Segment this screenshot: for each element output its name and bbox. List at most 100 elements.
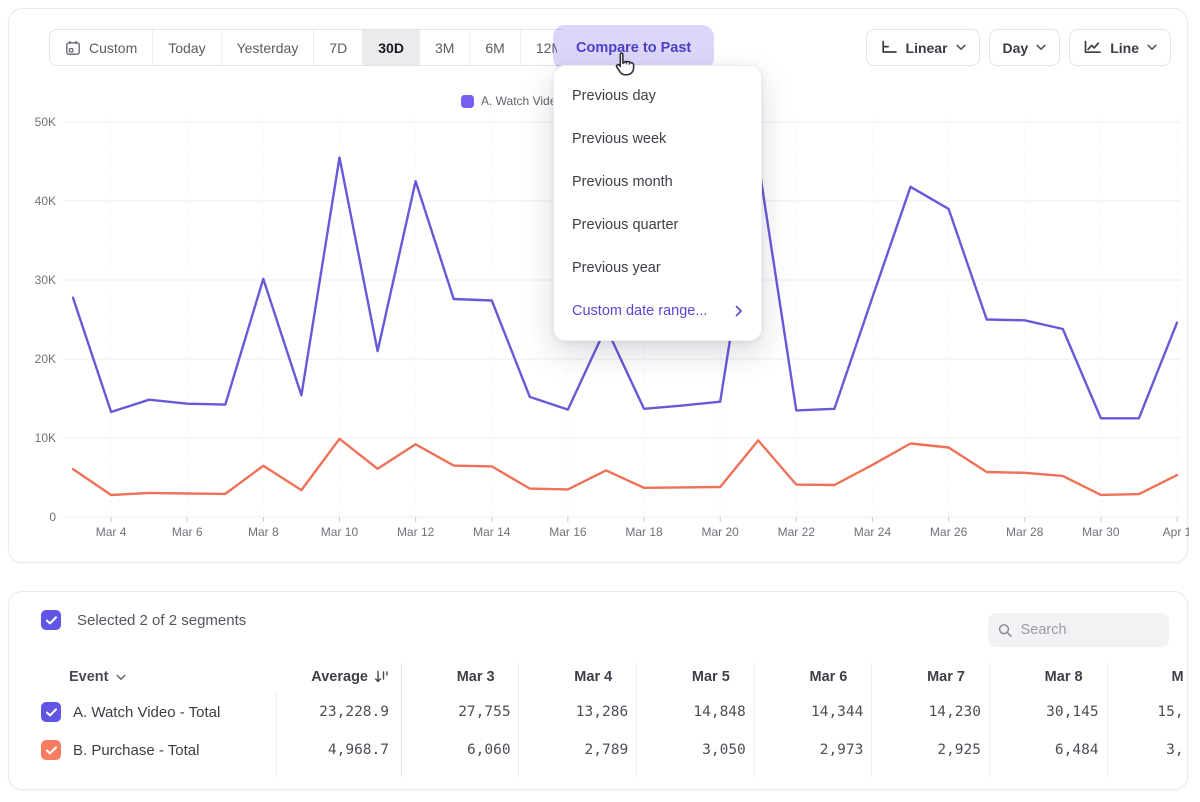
menu-item-previous-quarter[interactable]: Previous quarter [554, 203, 761, 246]
preset-7d-label: 7D [329, 40, 347, 56]
segments-header: Selected 2 of 2 segments [9, 610, 1187, 650]
preset-6m-label: 6M [485, 40, 504, 56]
date-header: Mar 7 [871, 669, 989, 685]
x-axis-label: Mar 30 [1082, 525, 1120, 539]
preset-30d-label: 30D [378, 40, 404, 56]
x-axis-label: Apr 1 [1163, 525, 1189, 539]
preset-7d[interactable]: 7D [313, 30, 362, 65]
column-divider [989, 663, 990, 777]
chart-toolbar: Custom Today Yesterday 7D 30D 3M 6M 12M … [9, 29, 1187, 66]
x-axis-label: Mar 6 [172, 525, 203, 539]
date-header: Mar 5 [636, 669, 754, 685]
compare-to-past-button[interactable]: Compare to Past [557, 29, 710, 66]
search-box[interactable] [988, 613, 1169, 647]
x-axis-label: Mar 10 [321, 525, 359, 539]
x-axis-label: Mar 22 [778, 525, 816, 539]
x-axis-label: Mar 18 [625, 525, 663, 539]
x-axis-label: Mar 12 [397, 525, 435, 539]
event-header-label: Event [69, 669, 109, 685]
sort-descending-icon [374, 670, 389, 684]
chart-type-dropdown[interactable]: Line [1069, 29, 1171, 66]
preset-6m[interactable]: 6M [469, 30, 519, 65]
chart-type-dropdown-label: Line [1110, 40, 1139, 56]
average-value: 4,968.7 [276, 742, 401, 758]
event-header[interactable]: Event [9, 669, 276, 685]
y-axis-label: 20K [35, 352, 56, 366]
row-checkbox[interactable] [41, 740, 61, 760]
compare-to-past-menu: Previous day Previous week Previous mont… [553, 65, 762, 341]
column-divider [401, 663, 402, 777]
preset-today-label: Today [168, 40, 205, 56]
row-checkbox[interactable] [41, 702, 61, 722]
cell-value-clipped: 15, [1107, 704, 1184, 720]
interval-dropdown-label: Day [1003, 40, 1029, 56]
cell-value: 30,145 [989, 704, 1107, 720]
chevron-down-icon [116, 674, 126, 681]
row-label: B. Purchase - Total [73, 742, 199, 759]
search-icon [998, 622, 1013, 639]
check-icon [45, 745, 58, 756]
date-header: Mar 6 [754, 669, 872, 685]
menu-item-previous-month[interactable]: Previous month [554, 160, 761, 203]
table-header-row: Event Average Mar 3 Mar 4 Mar 5 Mar 6 Ma… [9, 661, 1187, 693]
cell-value: 14,230 [871, 704, 989, 720]
date-header: Mar 8 [989, 669, 1107, 685]
preset-custom[interactable]: Custom [50, 30, 152, 65]
average-header[interactable]: Average [276, 669, 401, 685]
series-b-line [73, 439, 1177, 495]
cell-value: 13,286 [519, 704, 637, 720]
x-axis-label: Mar 24 [854, 525, 892, 539]
toolbar-right-group: Linear Day Line [866, 29, 1171, 66]
cell-value: 6,060 [401, 742, 519, 758]
column-divider [754, 663, 755, 777]
preset-today[interactable]: Today [152, 30, 220, 65]
check-icon [45, 615, 58, 626]
custom-date-range-label: Custom date range... [572, 303, 707, 319]
x-axis-label: Mar 14 [473, 525, 511, 539]
menu-item-custom-date-range[interactable]: Custom date range... [554, 289, 761, 332]
table-row-watch-video[interactable]: A. Watch Video - Total 23,228.9 27,755 1… [9, 693, 1187, 731]
cell-value: 3,050 [636, 742, 754, 758]
date-header: Mar 4 [519, 669, 637, 685]
segments-card: Selected 2 of 2 segments Event Average [8, 591, 1188, 790]
chevron-down-icon [956, 44, 966, 51]
select-all-checkbox[interactable] [41, 610, 61, 630]
menu-item-previous-year[interactable]: Previous year [554, 246, 761, 289]
check-icon [45, 707, 58, 718]
cell-value: 2,789 [519, 742, 637, 758]
date-range-presets: Custom Today Yesterday 7D 30D 3M 6M 12M [49, 29, 579, 66]
selected-summary: Selected 2 of 2 segments [77, 612, 246, 629]
menu-item-previous-day[interactable]: Previous day [554, 74, 761, 117]
interval-dropdown[interactable]: Day [989, 29, 1061, 66]
column-divider [636, 663, 637, 777]
x-axis-label: Mar 8 [248, 525, 279, 539]
y-axis-label: 10K [35, 431, 56, 445]
preset-3m-label: 3M [435, 40, 454, 56]
chevron-down-icon [1036, 44, 1046, 51]
date-header-clipped: M [1107, 669, 1184, 685]
x-axis-label: Mar 26 [930, 525, 968, 539]
scale-dropdown[interactable]: Linear [866, 29, 980, 66]
scale-dropdown-label: Linear [906, 40, 948, 56]
cell-value-clipped: 3, [1107, 742, 1184, 758]
preset-yesterday[interactable]: Yesterday [221, 30, 314, 65]
preset-30d[interactable]: 30D [362, 30, 419, 65]
x-axis-label: Mar 4 [96, 525, 127, 539]
segments-table: Event Average Mar 3 Mar 4 Mar 5 Mar 6 Ma… [9, 661, 1187, 769]
cell-value: 2,973 [754, 742, 872, 758]
chevron-right-icon [735, 305, 743, 317]
x-axis-label: Mar 20 [701, 525, 739, 539]
linear-scale-icon [880, 40, 898, 55]
search-input[interactable] [1021, 622, 1159, 638]
x-axis-label: Mar 28 [1006, 525, 1044, 539]
table-row-purchase[interactable]: B. Purchase - Total 4,968.7 6,060 2,789 … [9, 731, 1187, 769]
menu-item-previous-week[interactable]: Previous week [554, 117, 761, 160]
preset-3m[interactable]: 3M [419, 30, 469, 65]
column-divider [518, 663, 519, 777]
average-value: 23,228.9 [276, 704, 401, 720]
y-axis-label: 50K [35, 115, 56, 129]
column-divider [871, 663, 872, 777]
chevron-down-icon [1147, 44, 1157, 51]
preset-yesterday-label: Yesterday [237, 40, 299, 56]
row-label: A. Watch Video - Total [73, 704, 220, 721]
